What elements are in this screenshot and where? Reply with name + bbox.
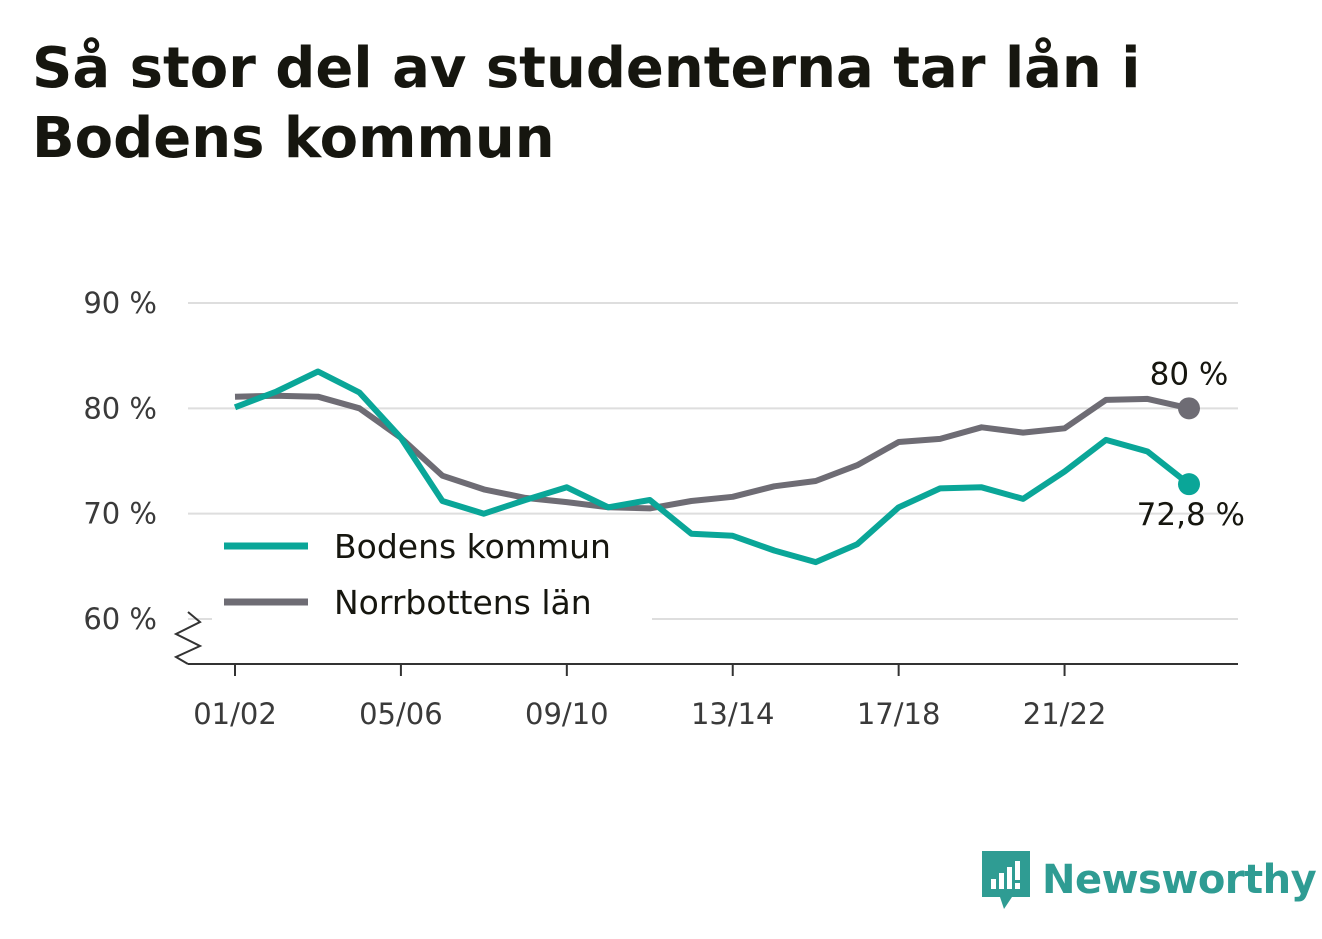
y-tick-label: 70 % [83,497,157,531]
grid-lines: 60 % 70 % 80 % 90 % [83,286,1238,636]
end-value-label: 80 % [1150,356,1229,392]
end-marker [1178,397,1200,420]
end-value-label: 72,8 % [1137,497,1245,533]
end-marker [1178,473,1200,496]
y-axis-break [173,611,203,665]
end-labels: 72,8 % 80 % [1137,356,1245,533]
x-tick-label: 09/10 [525,697,609,731]
newsworthy-logo[interactable]: Newsworthy [982,850,1317,910]
y-tick-label: 80 % [83,391,157,425]
y-tick-label: 60 % [83,602,157,636]
series-lines [233,368,1191,566]
x-tick-label: 01/02 [193,697,277,731]
brand-name: Newsworthy [1042,857,1317,903]
legend-label: Bodens kommun [334,527,611,566]
series-line-bodens [233,368,1191,566]
x-tick-label: 17/18 [857,697,941,731]
x-tick-label: 13/14 [691,697,775,731]
legend-label: Norrbottens län [334,583,592,622]
newsworthy-icon [982,851,1030,909]
x-tick-label: 05/06 [359,697,443,731]
x-tick-label: 21/22 [1023,697,1107,731]
y-tick-label: 90 % [83,286,157,320]
axes: 01/02 05/06 09/10 13/14 17/18 21/22 [173,611,1238,731]
legend: Bodens kommun Norrbottens län [212,520,652,622]
chart-title: Så stor del av studenterna tar lån i Bod… [32,36,1141,171]
